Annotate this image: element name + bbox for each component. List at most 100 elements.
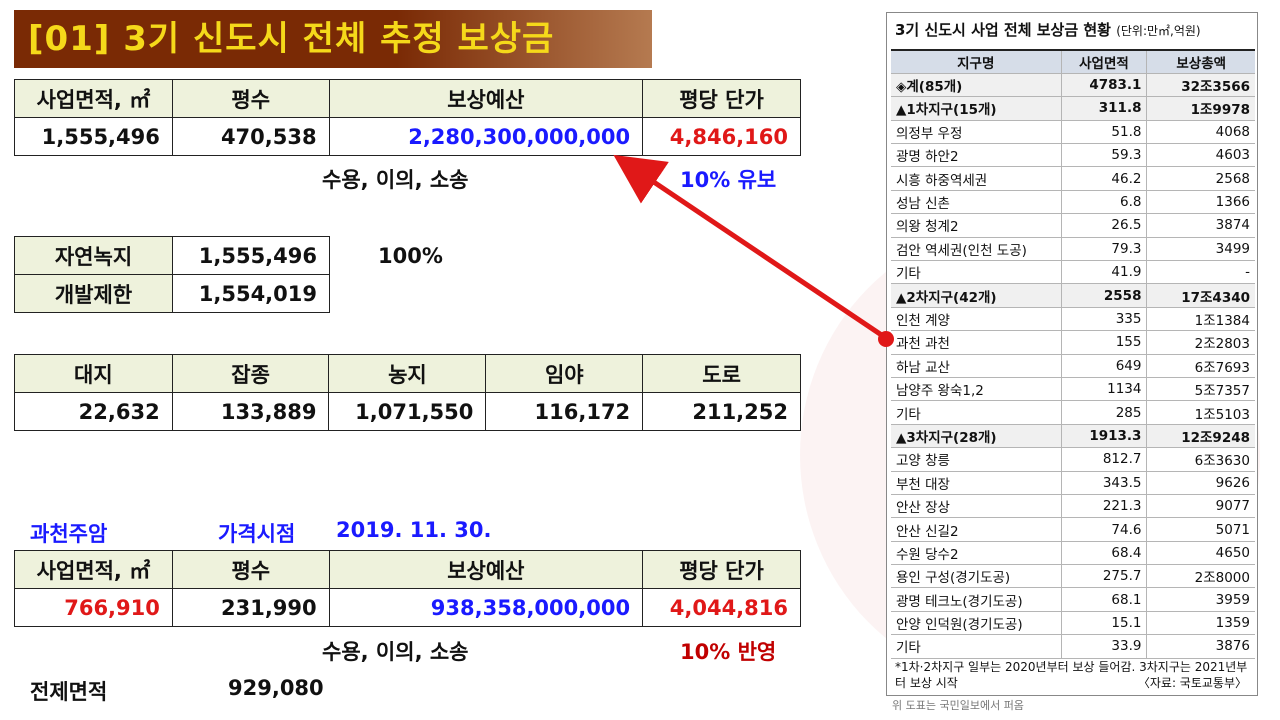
note-applied: 10% 반영 (680, 640, 777, 664)
row-district: 안양 인덕원(경기도공) (891, 611, 1061, 636)
value-unit-price: 4,044,816 (642, 588, 801, 627)
col-district: 지구명 (891, 48, 1061, 74)
header-land: 대지 (14, 354, 173, 393)
row-area: 311.8 (1060, 96, 1147, 121)
row-total: 5071 (1146, 517, 1255, 542)
table-row: 검안 역세권(인천 도공) 79.3 3499 (891, 237, 1255, 262)
table-row: 수원 당수2 68.4 4650 (891, 541, 1255, 566)
header-pyeong: 평수 (171, 79, 330, 118)
row-district: 의왕 청계2 (891, 213, 1061, 238)
arrow-origin-dot (878, 331, 894, 347)
table-row: ◈계(85개) 4783.1 32조3566 (891, 73, 1255, 98)
table-row: 인천 계양 335 1조1384 (891, 307, 1255, 332)
zoning-percent: 100% (378, 244, 443, 268)
row-area: 1134 (1060, 377, 1147, 402)
land-type-table: 대지 잡종 농지 임야 도로 22,632 133,889 1,071,550 … (14, 354, 801, 431)
compensation-table: 지구명 사업면적 보상총액 ◈계(85개) 4783.1 32조3566 ▲1차지구(… (891, 48, 1255, 659)
price-date: 2019. 11. 30. (336, 518, 492, 542)
row-total: 3959 (1146, 587, 1255, 612)
zoning-value: 1,554,019 (172, 274, 330, 313)
row-total: 3876 (1146, 634, 1255, 659)
row-total: 2568 (1146, 166, 1255, 191)
row-area: 343.5 (1060, 471, 1147, 495)
row-area: 68.4 (1060, 541, 1147, 566)
table-row: 안산 장상 221.3 9077 (891, 494, 1255, 519)
row-district: 기타 (891, 400, 1061, 425)
value-forest: 116,172 (485, 392, 644, 431)
newspaper-table-panel: 3기 신도시 사업 전체 보상금 현황 (단위:만㎡,억원) 지구명 사업면적 … (886, 12, 1258, 696)
value-misc: 133,889 (171, 392, 330, 431)
row-total: 4650 (1146, 541, 1255, 566)
row-district: 인천 계양 (891, 307, 1061, 332)
row-district: ▲1차지구(15개) (891, 96, 1061, 121)
zoning-table: 자연녹지 1,555,496 개발제한 1,554,019 (14, 236, 330, 313)
row-district: 안산 장상 (891, 494, 1061, 519)
row-area: 68.1 (1060, 587, 1147, 612)
row-district: 기타 (891, 634, 1061, 659)
row-total: 1359 (1146, 611, 1255, 636)
zoning-label: 자연녹지 (14, 236, 173, 275)
row-total: 32조3566 (1146, 73, 1255, 98)
row-district: 고양 창릉 (891, 447, 1061, 472)
source-credit: 위 도표는 국민일보에서 퍼옴 (892, 699, 1024, 712)
row-total: 5조7357 (1146, 377, 1255, 402)
panel-source: 〈자료: 국토교통부〉 (1137, 676, 1247, 690)
value-pyeong: 470,538 (171, 117, 330, 156)
col-area: 사업면적 (1060, 48, 1147, 74)
table-row: ▲2차지구(42개) 2558 17조4340 (891, 283, 1255, 308)
panel-title: 3기 신도시 사업 전체 보상금 현황 (단위:만㎡,억원) (895, 21, 1201, 39)
table-row: 의왕 청계2 26.5 3874 (891, 213, 1255, 238)
zoning-value: 1,555,496 (172, 236, 330, 275)
value-unit-price: 4,846,160 (642, 117, 801, 156)
row-district: 과천 과천 (891, 330, 1061, 355)
col-total: 보상총액 (1146, 48, 1255, 74)
table-row: 남양주 왕숙1,2 1134 5조7357 (891, 377, 1255, 402)
row-total: 1조5103 (1146, 400, 1255, 425)
row-district: 시흥 하중역세권 (891, 166, 1061, 191)
row-total: 12조9248 (1146, 424, 1255, 449)
row-total: 1366 (1146, 190, 1255, 215)
row-district: 남양주 왕숙1,2 (891, 377, 1061, 402)
row-district: 광명 테크노(경기도공) (891, 587, 1061, 612)
table-row: 기타 285 1조5103 (891, 400, 1255, 425)
header-road: 도로 (642, 354, 801, 393)
table-row: 광명 하안2 59.3 4603 (891, 143, 1255, 168)
table-row: 하남 교산 649 6조7693 (891, 354, 1255, 378)
row-district: 검안 역세권(인천 도공) (891, 237, 1061, 262)
table-row: 부천 대장 343.5 9626 (891, 471, 1255, 495)
row-area: 335 (1060, 307, 1147, 332)
row-total: 3874 (1146, 213, 1255, 238)
row-area: 46.2 (1060, 166, 1147, 191)
row-area: 33.9 (1060, 634, 1147, 659)
row-total: 2조8000 (1146, 564, 1255, 589)
table-row: 시흥 하중역세권 46.2 2568 (891, 166, 1255, 191)
row-total: 1조1384 (1146, 307, 1255, 332)
row-area: 79.3 (1060, 237, 1147, 262)
arrow-line (613, 154, 888, 341)
table-row: 기타 41.9- (891, 260, 1255, 285)
row-area: 59.3 (1060, 143, 1147, 168)
row-total: 2조2803 (1146, 330, 1255, 355)
value-area: 1,555,496 (14, 117, 173, 156)
table-row: 기타 33.9 3876 (891, 634, 1255, 659)
page-title: [01] 3기 신도시 전체 추정 보상금 (14, 10, 652, 68)
row-area: 74.6 (1060, 517, 1147, 542)
row-district: 성남 신촌 (891, 190, 1061, 215)
value-land: 22,632 (14, 392, 173, 431)
row-total: 4068 (1146, 120, 1255, 145)
header-forest: 임야 (485, 354, 644, 393)
row-total: 1조9978 (1146, 96, 1255, 121)
row-area: 275.7 (1060, 564, 1147, 589)
row-area: 1913.3 (1060, 424, 1147, 449)
row-district: 하남 교산 (891, 354, 1061, 378)
summary-table: 사업면적, ㎡ 평수 보상예산 평당 단가 1,555,496 470,538 … (14, 79, 801, 156)
table-row: 용인 구성(경기도공) 275.7 2조8000 (891, 564, 1255, 589)
note-reserve: 10% 유보 (680, 168, 777, 192)
row-district: 안산 신길2 (891, 517, 1061, 542)
row-area: 26.5 (1060, 213, 1147, 238)
note-expropriation: 수용, 이의, 소송 (322, 640, 469, 664)
value-pyeong: 231,990 (171, 588, 330, 627)
table-row: 과천 과천 155 2조2803 (891, 330, 1255, 355)
header-area: 사업면적, ㎡ (14, 79, 173, 118)
